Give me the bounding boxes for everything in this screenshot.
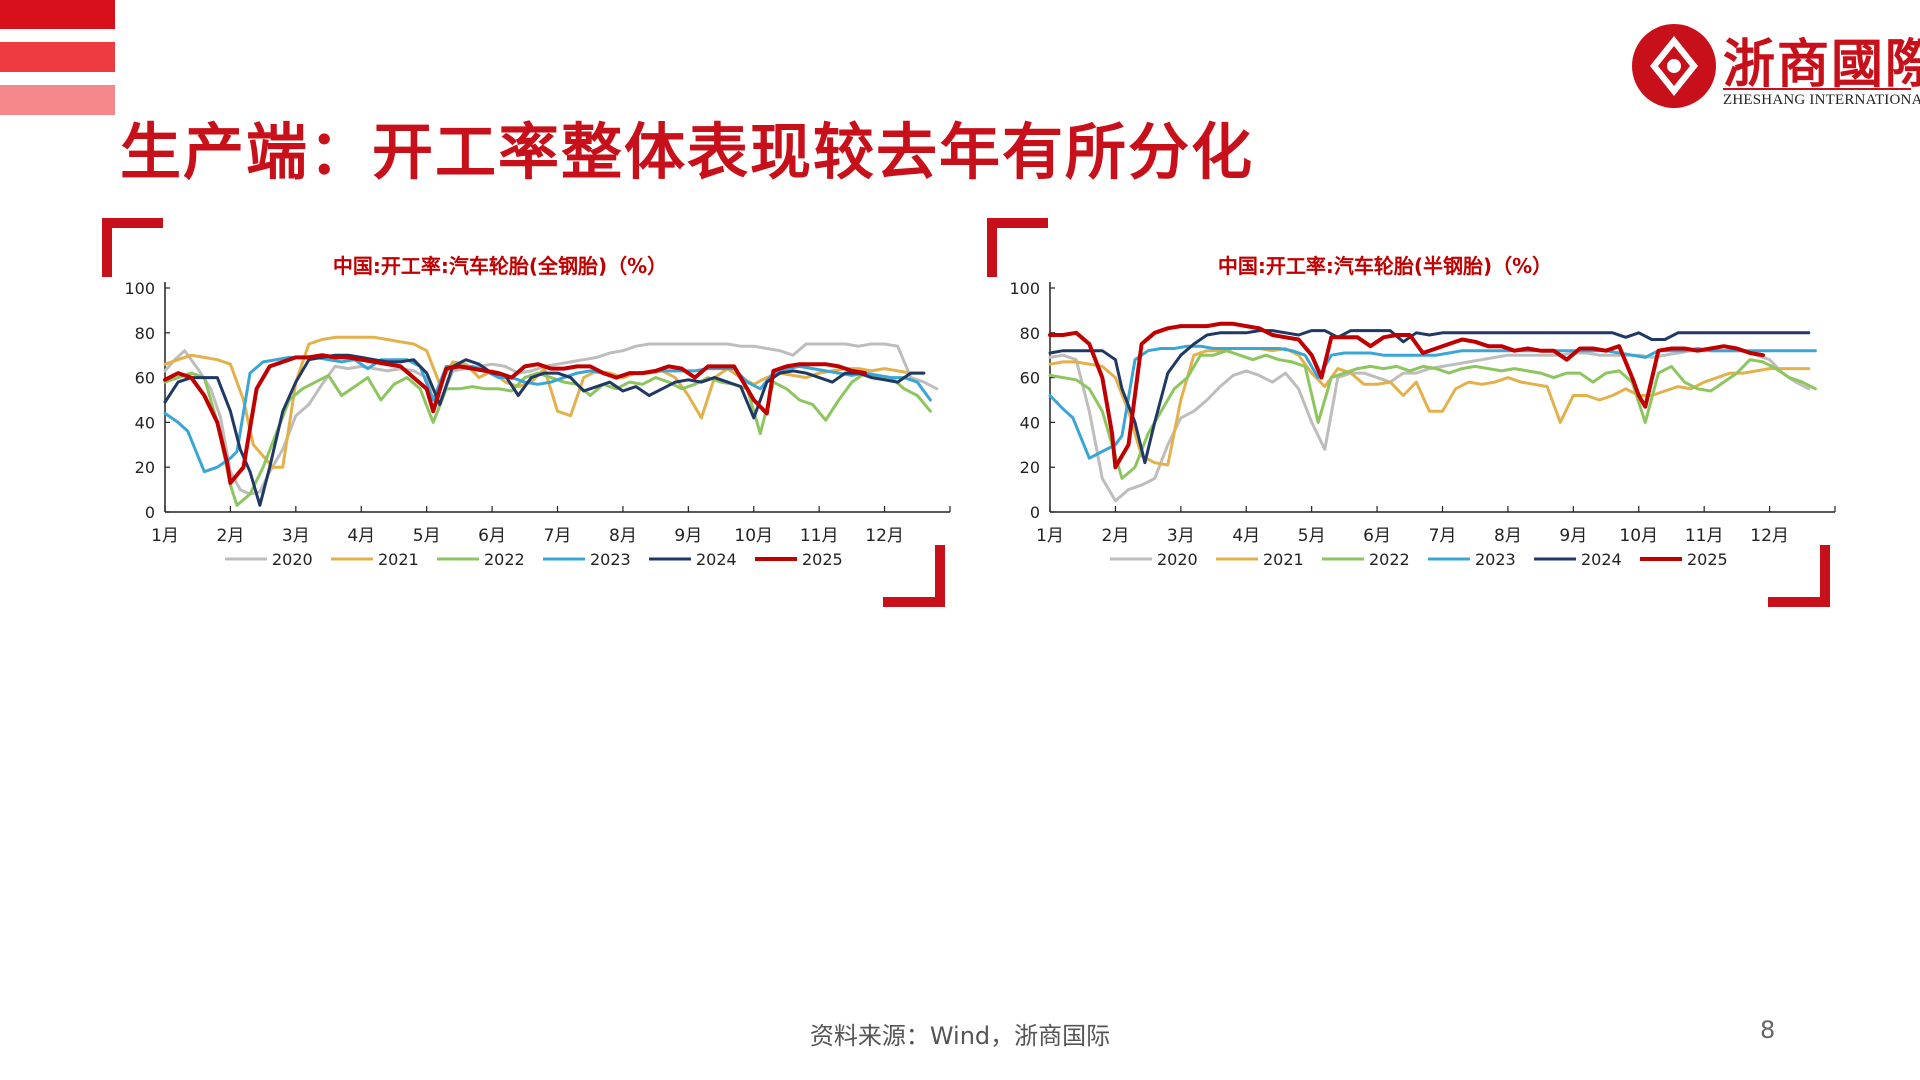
legend-label-2025: 2025 — [1687, 550, 1728, 569]
chart-panel-semisteel: 中国:开工率:汽车轮胎(半钢胎)（%） 0 20 40 60 80 100 1月 2月 3月 4月 5… — [985, 215, 1885, 615]
series-line-2024 — [163, 353, 926, 507]
series-line-2025 — [1048, 321, 1765, 470]
series-line-2020 — [1048, 349, 1811, 503]
x-tick-label: 10月 — [1619, 526, 1658, 546]
legend-label-2020: 2020 — [1157, 550, 1198, 569]
legend-label-2021: 2021 — [1263, 550, 1304, 569]
decor-stripe-bottom — [0, 85, 115, 115]
y-tick-label: 0 — [1030, 503, 1040, 522]
legend-label-2025: 2025 — [802, 550, 843, 569]
logo-text-cn: 浙商國際 — [1723, 34, 1920, 95]
x-tick-label: 7月 — [544, 526, 572, 546]
x-tick-label: 6月 — [478, 526, 506, 546]
company-logo: 浙商國際 ZHESHANG INTERNATIONAL — [1628, 18, 1920, 118]
decor-stripe-top — [0, 0, 115, 29]
legend-label-2022: 2022 — [484, 550, 525, 569]
bracket-bottom-right — [883, 545, 945, 607]
x-tick-label: 4月 — [1232, 526, 1260, 546]
series-line-2025 — [163, 353, 867, 485]
x-tick-label: 5月 — [1298, 526, 1326, 546]
bracket-top-left — [987, 218, 1048, 277]
chart-semisteel-tire-rate: 中国:开工率:汽车轮胎(半钢胎)（%） 0 20 40 60 80 100 1月 2月 3月 4月 5… — [987, 218, 1836, 607]
x-tick-label: 11月 — [800, 526, 839, 546]
legend-label-2020: 2020 — [272, 550, 313, 569]
page-number: 8 — [1760, 1016, 1776, 1044]
chart-title: 中国:开工率:汽车轮胎(全钢胎)（%） — [333, 254, 667, 278]
x-tick-label: 8月 — [609, 526, 637, 546]
chart-title: 中国:开工率:汽车轮胎(半钢胎)（%） — [1218, 254, 1552, 278]
series-line-2024 — [1048, 329, 1811, 465]
legend-label-2023: 2023 — [590, 550, 631, 569]
decor-stripe-middle — [0, 42, 115, 72]
x-tick-label: 9月 — [674, 526, 702, 546]
legend-label-2024: 2024 — [696, 550, 737, 569]
y-tick-label: 60 — [1020, 369, 1040, 388]
legend-label-2024: 2024 — [1581, 550, 1622, 569]
footer-source: 资料来源：Wind，浙商国际 — [809, 1022, 1111, 1050]
x-tick-label: 3月 — [282, 526, 310, 546]
series-line-2022 — [1048, 349, 1817, 480]
x-tick-label: 11月 — [1685, 526, 1724, 546]
series-line-2020 — [163, 342, 939, 496]
x-tick-label: 12月 — [865, 526, 904, 546]
x-tick-label: 5月 — [413, 526, 441, 546]
x-tick-label: 7月 — [1429, 526, 1457, 546]
series-line-2023 — [163, 355, 932, 474]
x-tick-label: 3月 — [1167, 526, 1195, 546]
x-tick-label: 1月 — [151, 526, 179, 546]
legend-label-2023: 2023 — [1475, 550, 1516, 569]
x-tick-label: 2月 — [1102, 526, 1130, 546]
x-tick-label: 4月 — [347, 526, 375, 546]
y-tick-label: 100 — [124, 279, 155, 298]
y-tick-label: 40 — [1020, 413, 1040, 432]
chart-panel-allsteel: 中国:开工率:汽车轮胎(全钢胎)（%） 0 20 40 60 80 100 1月 2月 3月 4月 5… — [100, 215, 1000, 615]
y-tick-label: 60 — [135, 369, 155, 388]
x-tick-label: 10月 — [734, 526, 773, 546]
chart-allsteel-tire-rate: 中国:开工率:汽车轮胎(全钢胎)（%） 0 20 40 60 80 100 1月 2月 3月 4月 5… — [102, 218, 951, 607]
x-tick-label: 8月 — [1494, 526, 1522, 546]
x-tick-label: 12月 — [1750, 526, 1789, 546]
page-title: 生产端：开工率整体表现较去年有所分化 — [120, 117, 1255, 188]
y-tick-label: 0 — [145, 503, 155, 522]
y-tick-label: 40 — [135, 413, 155, 432]
legend-label-2022: 2022 — [1369, 550, 1410, 569]
x-tick-label: 1月 — [1036, 526, 1064, 546]
x-tick-label: 6月 — [1363, 526, 1391, 546]
logo-underline — [1723, 88, 1911, 90]
bracket-top-left — [102, 218, 163, 277]
y-tick-label: 20 — [1020, 458, 1040, 477]
y-tick-label: 20 — [135, 458, 155, 477]
y-tick-label: 80 — [135, 324, 155, 343]
x-tick-label: 2月 — [217, 526, 245, 546]
x-tick-label: 9月 — [1559, 526, 1587, 546]
logo-emblem-icon — [1632, 24, 1716, 108]
bracket-bottom-right — [1768, 545, 1830, 607]
legend-label-2021: 2021 — [378, 550, 419, 569]
logo-text-en: ZHESHANG INTERNATIONAL — [1723, 92, 1920, 108]
series-line-2022 — [163, 371, 932, 507]
y-tick-label: 80 — [1020, 324, 1040, 343]
y-tick-label: 100 — [1009, 279, 1040, 298]
series-line-2021 — [1048, 347, 1811, 467]
